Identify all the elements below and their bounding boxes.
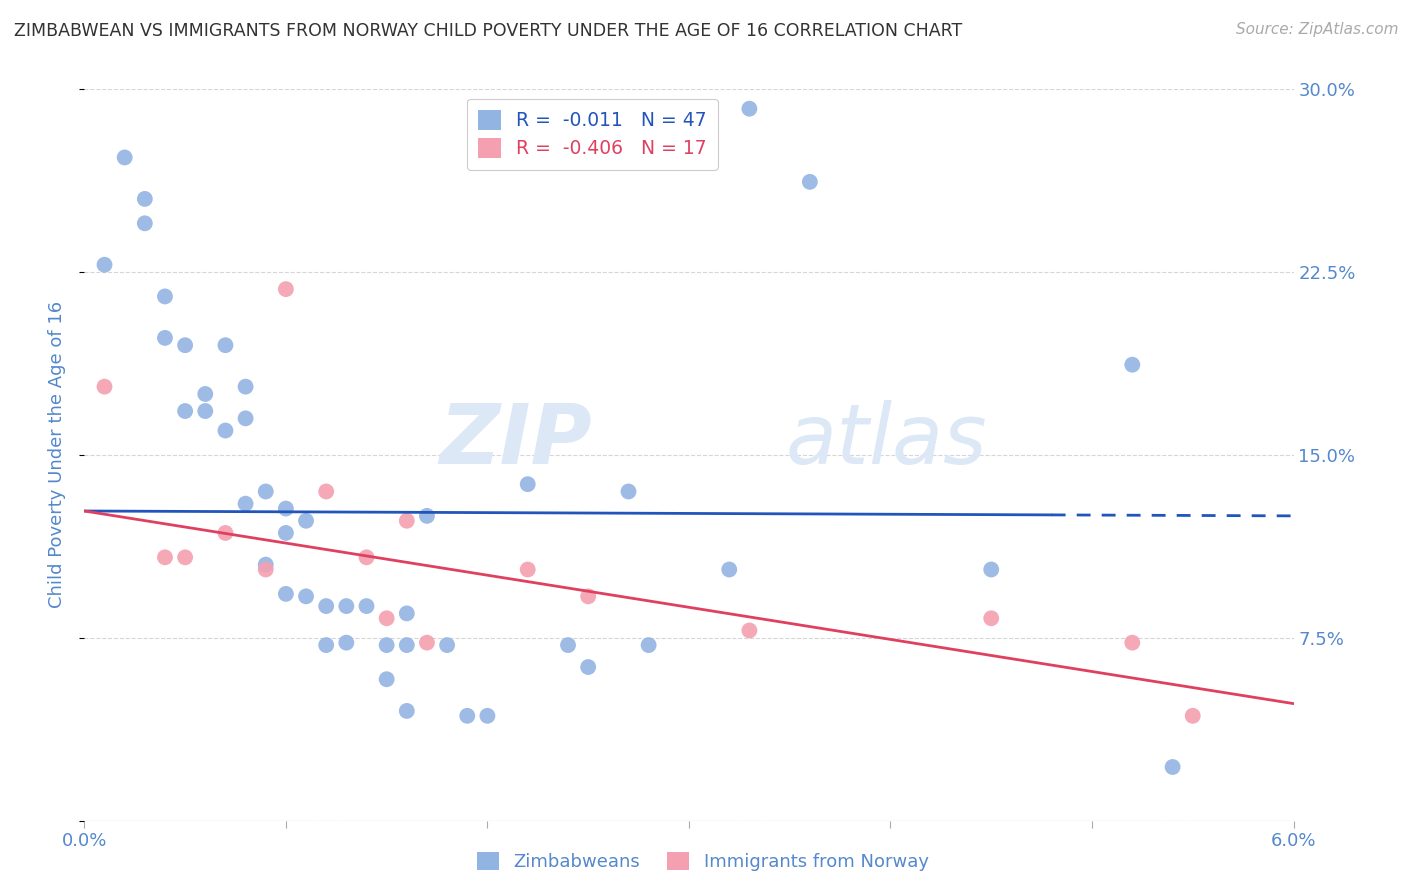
Point [295, 514, 318, 528]
Point [134, 216, 156, 230]
Point [375, 638, 398, 652]
Point [134, 192, 156, 206]
Legend: R =  -0.011   N = 47, R =  -0.406   N = 17: R = -0.011 N = 47, R = -0.406 N = 17 [467, 99, 717, 169]
Point [194, 387, 217, 401]
Point [235, 379, 257, 393]
Text: atlas: atlas [786, 400, 987, 481]
Legend: Zimbabweans, Immigrants from Norway: Zimbabweans, Immigrants from Norway [470, 845, 936, 879]
Point [235, 497, 257, 511]
Point [356, 599, 378, 613]
Point [516, 562, 538, 576]
Point [395, 638, 418, 652]
Point [153, 331, 176, 345]
Point [718, 562, 741, 576]
Point [738, 102, 761, 116]
Point [214, 338, 236, 352]
Point [395, 704, 418, 718]
Point [174, 550, 197, 565]
Point [194, 404, 217, 418]
Point [456, 708, 478, 723]
Point [416, 508, 439, 523]
Point [375, 611, 398, 625]
Point [557, 638, 579, 652]
Point [738, 624, 761, 638]
Point [637, 638, 659, 652]
Point [235, 411, 257, 425]
Point [416, 635, 439, 649]
Point [114, 151, 136, 165]
Point [315, 638, 337, 652]
Point [1181, 708, 1204, 723]
Point [274, 525, 297, 540]
Point [153, 289, 176, 303]
Point [617, 484, 640, 499]
Point [980, 562, 1002, 576]
Point [214, 525, 236, 540]
Point [335, 635, 357, 649]
Point [295, 590, 318, 604]
Point [799, 175, 821, 189]
Y-axis label: Child Poverty Under the Age of 16: Child Poverty Under the Age of 16 [48, 301, 66, 608]
Point [274, 587, 297, 601]
Point [274, 282, 297, 296]
Point [254, 562, 277, 576]
Point [335, 599, 357, 613]
Point [315, 599, 337, 613]
Point [174, 338, 197, 352]
Point [214, 424, 236, 438]
Text: ZIP: ZIP [440, 400, 592, 481]
Point [375, 672, 398, 686]
Point [576, 660, 599, 674]
Point [516, 477, 538, 491]
Point [1121, 358, 1143, 372]
Point [274, 501, 297, 516]
Point [395, 514, 418, 528]
Point [356, 550, 378, 565]
Point [315, 484, 337, 499]
Point [395, 607, 418, 621]
Point [93, 379, 115, 393]
Text: Source: ZipAtlas.com: Source: ZipAtlas.com [1236, 22, 1399, 37]
Point [1161, 760, 1184, 774]
Point [254, 558, 277, 572]
Point [436, 638, 458, 652]
Point [980, 611, 1002, 625]
Point [254, 484, 277, 499]
Text: ZIMBABWEAN VS IMMIGRANTS FROM NORWAY CHILD POVERTY UNDER THE AGE OF 16 CORRELATI: ZIMBABWEAN VS IMMIGRANTS FROM NORWAY CHI… [14, 22, 962, 40]
Point [93, 258, 115, 272]
Point [1121, 635, 1143, 649]
Point [576, 590, 599, 604]
Point [153, 550, 176, 565]
Point [477, 708, 499, 723]
Point [174, 404, 197, 418]
